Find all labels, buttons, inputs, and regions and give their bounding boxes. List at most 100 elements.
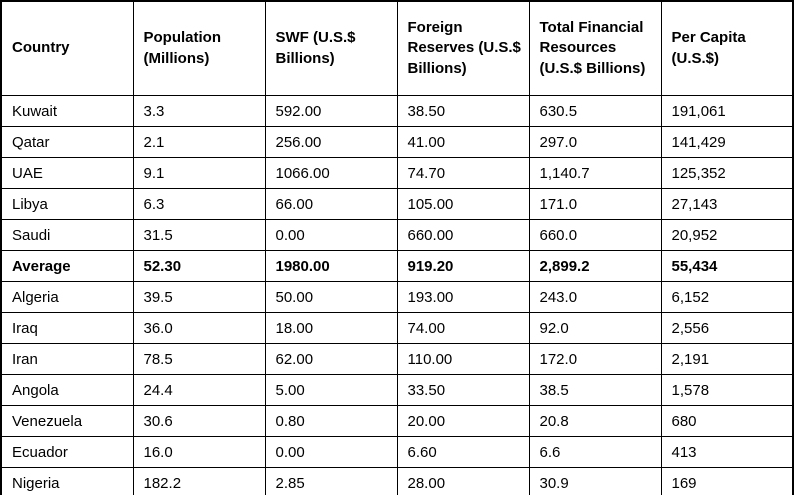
cell-swf: 0.80 [264, 405, 398, 437]
cell-swf: 5.00 [264, 374, 398, 406]
cell-country: Ecuador [0, 436, 134, 468]
cell-population: 2.1 [132, 126, 266, 158]
cell-total: 92.0 [528, 312, 662, 344]
cell-total: 6.6 [528, 436, 662, 468]
cell-swf: 592.00 [264, 95, 398, 127]
cell-country: Algeria [0, 281, 134, 313]
cell-swf: 2.85 [264, 467, 398, 495]
cell-country: Venezuela [0, 405, 134, 437]
cell-total: 660.0 [528, 219, 662, 251]
cell-per-capita: 141,429 [660, 126, 794, 158]
cell-per-capita: 1,578 [660, 374, 794, 406]
cell-country: Iraq [0, 312, 134, 344]
cell-swf: 256.00 [264, 126, 398, 158]
cell-population: 24.4 [132, 374, 266, 406]
cell-total: 243.0 [528, 281, 662, 313]
cell-reserves: 20.00 [396, 405, 530, 437]
table-row: Saudi 31.5 0.00 660.00 660.0 20,952 [0, 219, 794, 251]
cell-total: 630.5 [528, 95, 662, 127]
cell-population: 78.5 [132, 343, 266, 375]
cell-population: 30.6 [132, 405, 266, 437]
cell-total: 171.0 [528, 188, 662, 220]
cell-swf: 66.00 [264, 188, 398, 220]
table-row: Libya 6.3 66.00 105.00 171.0 27,143 [0, 188, 794, 220]
cell-total: 1,140.7 [528, 157, 662, 189]
cell-reserves: 74.70 [396, 157, 530, 189]
cell-reserves: 110.00 [396, 343, 530, 375]
table-row: Average 52.30 1980.00 919.20 2,899.2 55,434 [0, 250, 794, 282]
cell-total: 172.0 [528, 343, 662, 375]
cell-swf: 0.00 [264, 436, 398, 468]
cell-total: 30.9 [528, 467, 662, 495]
table-row: Qatar 2.1 256.00 41.00 297.0 141,429 [0, 126, 794, 158]
cell-per-capita: 413 [660, 436, 794, 468]
cell-swf: 62.00 [264, 343, 398, 375]
cell-per-capita: 680 [660, 405, 794, 437]
cell-per-capita: 6,152 [660, 281, 794, 313]
cell-total: 20.8 [528, 405, 662, 437]
header-swf: SWF (U.S.$ Billions) [264, 0, 398, 96]
table-header: Country Population (Millions) SWF (U.S.$… [0, 0, 794, 96]
cell-population: 3.3 [132, 95, 266, 127]
cell-population: 39.5 [132, 281, 266, 313]
cell-per-capita: 2,556 [660, 312, 794, 344]
cell-per-capita: 20,952 [660, 219, 794, 251]
cell-country: Kuwait [0, 95, 134, 127]
cell-country: Qatar [0, 126, 134, 158]
cell-reserves: 660.00 [396, 219, 530, 251]
table-row: Kuwait 3.3 592.00 38.50 630.5 191,061 [0, 95, 794, 127]
header-row: Country Population (Millions) SWF (U.S.$… [0, 0, 794, 96]
table-row: Nigeria 182.2 2.85 28.00 30.9 169 [0, 467, 794, 495]
cell-population: 6.3 [132, 188, 266, 220]
cell-per-capita: 191,061 [660, 95, 794, 127]
cell-reserves: 74.00 [396, 312, 530, 344]
header-population: Population (Millions) [132, 0, 266, 96]
cell-per-capita: 125,352 [660, 157, 794, 189]
cell-country: Nigeria [0, 467, 134, 495]
cell-population: 31.5 [132, 219, 266, 251]
cell-total: 297.0 [528, 126, 662, 158]
header-country: Country [0, 0, 134, 96]
cell-reserves: 919.20 [396, 250, 530, 282]
cell-swf: 1066.00 [264, 157, 398, 189]
cell-reserves: 33.50 [396, 374, 530, 406]
header-total-financial-resources: Total Financial Resources (U.S.$ Billion… [528, 0, 662, 96]
cell-population: 36.0 [132, 312, 266, 344]
cell-population: 182.2 [132, 467, 266, 495]
cell-swf: 1980.00 [264, 250, 398, 282]
cell-country: Saudi [0, 219, 134, 251]
table-row: Iran 78.5 62.00 110.00 172.0 2,191 [0, 343, 794, 375]
cell-per-capita: 169 [660, 467, 794, 495]
table-row: UAE 9.1 1066.00 74.70 1,140.7 125,352 [0, 157, 794, 189]
cell-swf: 50.00 [264, 281, 398, 313]
header-foreign-reserves: Foreign Reserves (U.S.$ Billions) [396, 0, 530, 96]
cell-population: 9.1 [132, 157, 266, 189]
cell-total: 38.5 [528, 374, 662, 406]
cell-reserves: 41.00 [396, 126, 530, 158]
header-per-capita: Per Capita (U.S.$) [660, 0, 794, 96]
table-row: Algeria 39.5 50.00 193.00 243.0 6,152 [0, 281, 794, 313]
cell-reserves: 193.00 [396, 281, 530, 313]
cell-swf: 18.00 [264, 312, 398, 344]
table-row: Venezuela 30.6 0.80 20.00 20.8 680 [0, 405, 794, 437]
cell-per-capita: 2,191 [660, 343, 794, 375]
cell-population: 52.30 [132, 250, 266, 282]
cell-per-capita: 55,434 [660, 250, 794, 282]
table-row: Iraq 36.0 18.00 74.00 92.0 2,556 [0, 312, 794, 344]
cell-reserves: 38.50 [396, 95, 530, 127]
cell-population: 16.0 [132, 436, 266, 468]
cell-country: Libya [0, 188, 134, 220]
cell-total: 2,899.2 [528, 250, 662, 282]
cell-per-capita: 27,143 [660, 188, 794, 220]
table-body: Kuwait 3.3 592.00 38.50 630.5 191,061 Qatar 2.1… [0, 95, 794, 495]
cell-country: Angola [0, 374, 134, 406]
table-row: Angola 24.4 5.00 33.50 38.5 1,578 [0, 374, 794, 406]
cell-country: Average [0, 250, 134, 282]
table-row: Ecuador 16.0 0.00 6.60 6.6 413 [0, 436, 794, 468]
cell-reserves: 6.60 [396, 436, 530, 468]
cell-reserves: 28.00 [396, 467, 530, 495]
cell-swf: 0.00 [264, 219, 398, 251]
cell-reserves: 105.00 [396, 188, 530, 220]
